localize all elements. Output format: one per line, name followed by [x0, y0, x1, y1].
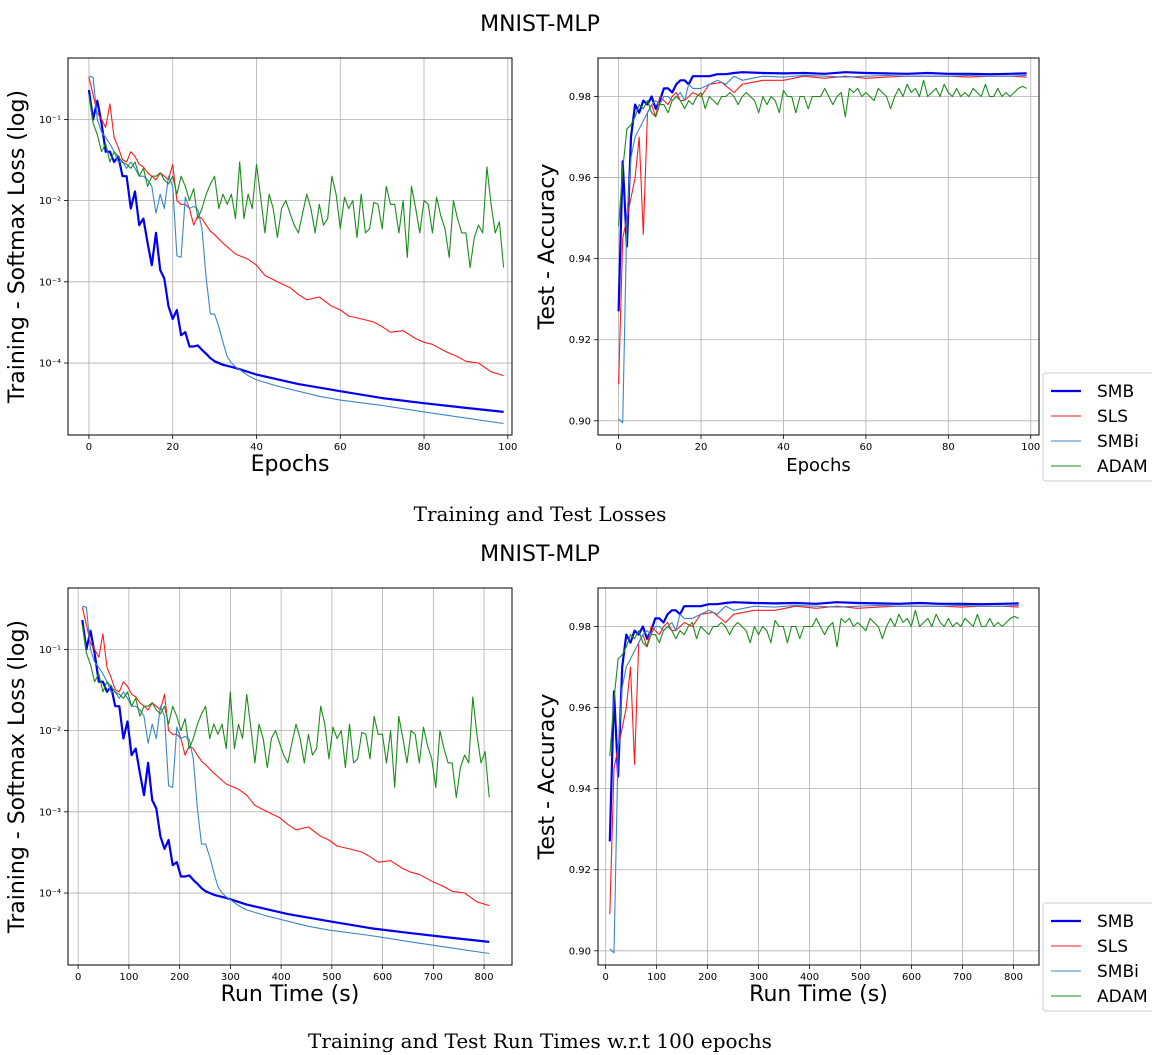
- chart-panel-0: 0 20 40 60 80 100 10⁻⁴ 10⁻³ 10⁻² 10⁻¹ Epochs Traini…: [5, 57, 517, 477]
- y-tick-label: 0.94: [569, 254, 591, 265]
- series-line-sls: [81, 607, 490, 907]
- y-tick-label: 0.96: [569, 703, 591, 714]
- y-tick-label: 0.94: [569, 784, 591, 795]
- y-tick-label: 0.98: [569, 622, 591, 633]
- legend: SMB SLS SMBi ADAM: [1042, 372, 1152, 482]
- caption-top: Training and Test Losses: [414, 502, 667, 526]
- y-tick-label: 10⁻⁴: [39, 889, 61, 900]
- x-tick-label: 60: [860, 442, 873, 453]
- series-line-smbi: [609, 604, 1019, 954]
- series-line-sls: [88, 77, 504, 377]
- plot-frame: [67, 57, 513, 436]
- x-tick-label: 700: [424, 972, 443, 983]
- x-tick-label: 0: [75, 972, 81, 983]
- x-tick-label: 0: [615, 442, 621, 453]
- series-line-adam: [618, 79, 1027, 227]
- series-line-smbi: [88, 75, 504, 425]
- series-line-adam: [88, 94, 505, 269]
- x-axis-label: Run Time (s): [221, 982, 360, 1007]
- x-tick-label: 500: [322, 972, 341, 983]
- series-line-smb: [617, 71, 1027, 312]
- chart-panel-2: 0 100 200 300 400 500 600 700 800 10⁻⁴ 10⁻³ 10⁻² 10⁻…: [5, 587, 513, 1007]
- legend-label-sls: SLS: [1097, 407, 1128, 427]
- figure-title-top: MNIST-MLP: [480, 12, 600, 37]
- caption-bottom: Training and Test Run Times w.r.t 100 ep…: [308, 1029, 772, 1053]
- y-tick-label: 0.90: [569, 416, 591, 427]
- x-tick-label: 300: [749, 972, 768, 983]
- y-tick-label: 0.98: [569, 92, 591, 103]
- legend-frame: [1042, 372, 1152, 482]
- x-tick-label: 40: [777, 442, 790, 453]
- x-tick-label: 100: [647, 972, 666, 983]
- y-axis-label: Test - Accuracy: [535, 694, 560, 861]
- series-line-adam: [609, 609, 1019, 757]
- y-tick-label: 10⁻²: [39, 196, 61, 207]
- x-tick-label: 80: [942, 442, 955, 453]
- plot-frame: [597, 587, 1040, 966]
- x-tick-label: 800: [475, 972, 494, 983]
- legend-label-smbi: SMBi: [1097, 962, 1139, 982]
- x-tick-label: 0: [602, 972, 608, 983]
- legend: SMB SLS SMBi ADAM: [1042, 902, 1152, 1012]
- x-tick-label: 100: [498, 442, 517, 453]
- x-tick-label: 600: [373, 972, 392, 983]
- x-tick-label: 500: [851, 972, 870, 983]
- x-tick-label: 200: [170, 972, 189, 983]
- x-tick-label: 400: [272, 972, 291, 983]
- x-tick-label: 400: [800, 972, 819, 983]
- y-axis-label: Test - Accuracy: [535, 164, 560, 331]
- x-tick-label: 0: [86, 442, 92, 453]
- chart-panel-3: 0 100 200 300 400 500 600 700 800 0.90 0.92 0.94 0.9…: [535, 587, 1152, 1012]
- y-tick-label: 10⁻¹: [39, 115, 61, 126]
- legend-label-adam: ADAM: [1097, 987, 1148, 1007]
- series-line-smb: [87, 89, 504, 413]
- chart-panel-1: 0 20 40 60 80 100 0.90 0.92 0.94 0.96 0.98 Epochs Te…: [535, 57, 1152, 482]
- x-tick-label: 60: [334, 442, 347, 453]
- x-tick-label: 100: [119, 972, 138, 983]
- x-tick-label: 20: [695, 442, 708, 453]
- legend-label-adam: ADAM: [1097, 457, 1148, 477]
- x-tick-label: 20: [166, 442, 179, 453]
- legend-frame: [1042, 902, 1152, 1012]
- y-tick-label: 0.96: [569, 173, 591, 184]
- x-tick-label: 100: [1021, 442, 1040, 453]
- figure-title-bottom: MNIST-MLP: [480, 542, 600, 567]
- y-axis-label: Training - Softmax Loss (log): [5, 620, 30, 934]
- x-tick-label: 200: [698, 972, 717, 983]
- series-line-smb: [81, 619, 490, 943]
- y-tick-label: 10⁻²: [39, 726, 61, 737]
- x-tick-label: 800: [1004, 972, 1023, 983]
- y-tick-label: 10⁻¹: [39, 645, 61, 656]
- series-line-smbi: [82, 605, 490, 955]
- plot-frame: [597, 57, 1040, 436]
- y-tick-label: 0.92: [569, 865, 591, 876]
- x-axis-label: Epochs: [786, 455, 851, 476]
- x-tick-label: 700: [953, 972, 972, 983]
- legend-label-sls: SLS: [1097, 937, 1128, 957]
- series-line-sls: [609, 605, 1019, 915]
- x-axis-label: Run Time (s): [749, 982, 888, 1007]
- y-tick-label: 10⁻³: [39, 807, 61, 818]
- plot-frame: [67, 587, 513, 966]
- legend-label-smbi: SMBi: [1097, 432, 1139, 452]
- series-line-adam: [81, 624, 490, 799]
- series-line-sls: [618, 75, 1027, 385]
- series-line-smbi: [618, 74, 1027, 424]
- x-tick-label: 80: [418, 442, 431, 453]
- legend-label-smb: SMB: [1097, 382, 1134, 402]
- x-tick-label: 600: [902, 972, 921, 983]
- y-tick-label: 0.90: [569, 946, 591, 957]
- y-tick-label: 10⁻³: [39, 277, 61, 288]
- y-axis-label: Training - Softmax Loss (log): [5, 90, 30, 404]
- legend-label-smb: SMB: [1097, 912, 1134, 932]
- x-tick-label: 300: [221, 972, 240, 983]
- y-tick-label: 10⁻⁴: [39, 359, 61, 370]
- series-line-smb: [608, 601, 1019, 842]
- x-axis-label: Epochs: [251, 452, 330, 477]
- y-tick-label: 0.92: [569, 335, 591, 346]
- x-tick-label: 40: [250, 442, 263, 453]
